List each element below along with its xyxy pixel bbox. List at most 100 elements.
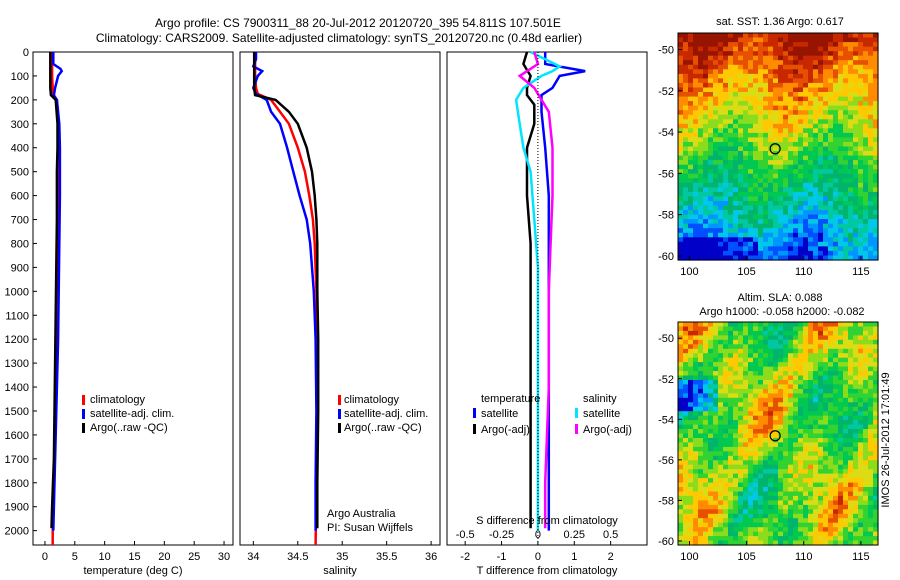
sst-map-cell	[873, 223, 879, 229]
sla-map-cell	[698, 366, 704, 372]
sst-map-cell	[778, 160, 784, 166]
sst-map-cell	[783, 214, 789, 220]
sla-map-cell	[793, 464, 799, 470]
sla-map-cell	[683, 433, 689, 439]
sst-map-cell	[738, 196, 744, 202]
sst-map-cell	[868, 60, 874, 66]
sst-map-cell	[723, 255, 729, 261]
sst-map-cell	[773, 110, 779, 116]
sst-map-cell	[688, 105, 694, 111]
sla-map-cell	[683, 366, 689, 372]
sla-map-ytick-label: -54	[658, 414, 674, 426]
sst-map-cell	[838, 114, 844, 120]
sla-map-cell	[783, 348, 789, 354]
sst-map-cell	[823, 164, 829, 170]
sla-map-cell	[743, 366, 749, 372]
temperature-ytick-label: 2000	[5, 526, 29, 538]
sla-map-cell	[818, 322, 824, 328]
sla-map-cell	[848, 393, 854, 399]
sst-map-cell	[763, 92, 769, 98]
sst-map-cell	[833, 250, 839, 256]
sla-map-cell	[748, 344, 754, 350]
sla-map-cell	[728, 339, 734, 345]
sst-map-cell	[743, 128, 749, 134]
sst-map-cell	[758, 246, 764, 252]
sst-map-cell	[833, 219, 839, 225]
sla-map-cell	[713, 527, 719, 533]
sla-map-cell	[813, 357, 819, 363]
sla-map-cell	[688, 344, 694, 350]
sla-map-cell	[748, 487, 754, 493]
sla-map-cell	[698, 478, 704, 484]
sst-map-cell	[828, 250, 834, 256]
sla-map-cell	[803, 335, 809, 341]
sst-map-cell	[798, 191, 804, 197]
sst-map-cell	[798, 37, 804, 43]
sst-map-cell	[743, 60, 749, 66]
sst-map-cell	[748, 114, 754, 120]
sst-map-cell	[853, 96, 859, 102]
sst-map-cell	[773, 214, 779, 220]
sst-map-cell	[728, 196, 734, 202]
sst-map-cell	[853, 219, 859, 225]
sst-map-cell	[703, 123, 709, 129]
sst-map-cell	[728, 246, 734, 252]
difference-xtick-label: -1	[497, 551, 507, 563]
sla-map-cell	[718, 330, 724, 336]
sla-map-cell	[868, 388, 874, 394]
sla-map-cell	[823, 371, 829, 377]
sst-map-cell	[863, 110, 869, 116]
sst-map-cell	[773, 169, 779, 175]
sst-map-cell	[693, 187, 699, 193]
sla-map-cell	[778, 415, 784, 421]
sla-map-cell	[743, 380, 749, 386]
sla-map-cell	[788, 424, 794, 430]
sla-map-cell	[688, 513, 694, 519]
sla-map-cell	[848, 362, 854, 368]
sla-map-cell	[718, 451, 724, 457]
sla-map-cell	[688, 322, 694, 328]
sst-map-cell	[683, 164, 689, 170]
sst-map-cell	[763, 46, 769, 52]
sst-map-cell	[748, 110, 754, 116]
sla-map-cell	[798, 500, 804, 506]
sla-map-cell	[828, 522, 834, 528]
sst-map-cell	[753, 101, 759, 107]
sst-map-cell	[828, 42, 834, 48]
sla-map-cell	[868, 522, 874, 528]
sst-map-cell	[713, 105, 719, 111]
sst-map-cell	[773, 137, 779, 143]
sst-map-cell	[688, 210, 694, 216]
sst-map-cell	[803, 82, 809, 88]
sst-map-cell	[843, 55, 849, 61]
sst-map-cell	[873, 187, 879, 193]
sla-map-cell	[703, 464, 709, 470]
sla-map-cell	[853, 527, 859, 533]
sst-map-cell	[843, 182, 849, 188]
sst-map-cell	[773, 201, 779, 207]
sst-map-cell	[753, 51, 759, 57]
sst-map-cell	[833, 214, 839, 220]
sst-map-cell	[748, 214, 754, 220]
sla-map-cell	[783, 393, 789, 399]
sst-map-cell	[683, 105, 689, 111]
sst-map-cell	[688, 255, 694, 261]
sla-map-cell	[843, 353, 849, 359]
sst-map-cell	[823, 151, 829, 157]
sla-map-cell	[743, 330, 749, 336]
sla-map-cell	[818, 509, 824, 515]
sla-map-cell	[778, 513, 784, 519]
sla-map-cell	[793, 380, 799, 386]
difference-legend-label: Argo(-adj)	[481, 424, 530, 436]
sla-map-cell	[708, 335, 714, 341]
sst-map-cell	[853, 228, 859, 234]
sla-map-cell	[718, 446, 724, 452]
sst-map-cell	[683, 128, 689, 134]
sla-map-cell	[753, 527, 759, 533]
sla-map-cell	[843, 420, 849, 426]
sla-map-cell	[838, 330, 844, 336]
sla-map-cell	[798, 504, 804, 510]
sla-map-cell	[813, 415, 819, 421]
sla-map-cell	[788, 473, 794, 479]
